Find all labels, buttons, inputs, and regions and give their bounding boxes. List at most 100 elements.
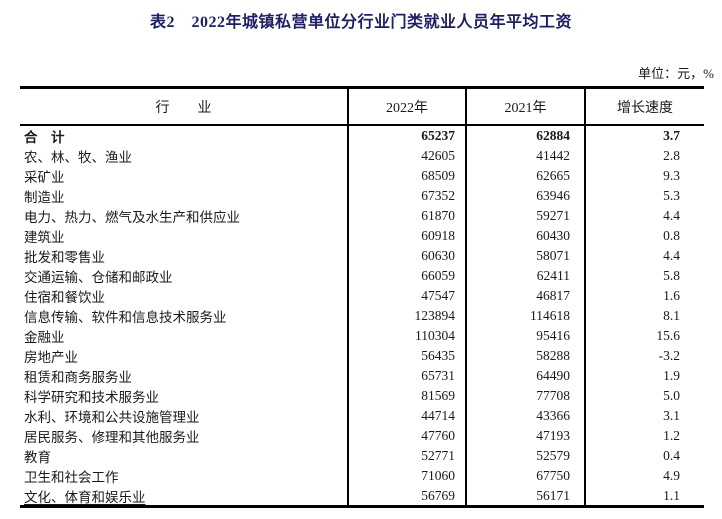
growth-cell-text: 5.8	[663, 268, 680, 283]
unit-note: 单位：元，%	[638, 66, 714, 81]
table-row: 文化、体育和娱乐业 56769 56171 1.1	[20, 486, 704, 506]
value-2021-cell: 52579	[465, 446, 584, 466]
growth-cell: 0.8	[584, 226, 704, 246]
table-row: 教育 52771 52579 0.4	[20, 446, 704, 466]
table-body: 合 计 65237 62884 3.7 农、林、牧、渔业 42605 41442 2.8 采矿业…	[20, 126, 704, 506]
value-2022-cell: 44714	[347, 406, 465, 426]
industry-cell-text: 居民服务、修理和其他服务业	[24, 430, 200, 445]
growth-cell: 1.6	[584, 286, 704, 306]
table-row: 批发和零售业 60630 58071 4.4	[20, 246, 704, 266]
growth-cell: 5.0	[584, 386, 704, 406]
table-row: 房地产业 56435 58288 -3.2	[20, 346, 704, 366]
value-2021-cell-text: 58288	[536, 348, 570, 363]
growth-cell-text: 4.4	[663, 208, 680, 223]
value-2022-cell-text: 68509	[421, 168, 455, 183]
industry-cell-text: 合 计	[24, 130, 65, 145]
industry-cell-text: 水利、环境和公共设施管理业	[24, 410, 200, 425]
growth-cell: 3.1	[584, 406, 704, 426]
table-row: 合 计 65237 62884 3.7	[20, 126, 704, 146]
header-industry: 行 业	[155, 100, 212, 116]
growth-cell: 5.8	[584, 266, 704, 286]
value-2022-cell-text: 110304	[415, 328, 455, 343]
value-2021-cell-text: 95416	[536, 328, 570, 343]
industry-cell: 科学研究和技术服务业	[20, 386, 347, 406]
industry-cell: 制造业	[20, 186, 347, 206]
header-2022: 2022年	[347, 89, 465, 124]
value-2022-cell-text: 67352	[421, 188, 455, 203]
industry-cell: 金融业	[20, 326, 347, 346]
industry-cell-text: 制造业	[24, 190, 65, 205]
industry-cell-text: 交通运输、仓储和邮政业	[24, 270, 173, 285]
value-2022-cell: 56769	[347, 486, 465, 506]
growth-cell: 4.9	[584, 466, 704, 486]
growth-cell: 0.4	[584, 446, 704, 466]
growth-cell-text: 15.6	[656, 328, 680, 343]
growth-cell-text: 0.8	[663, 228, 680, 243]
growth-cell: -3.2	[584, 346, 704, 366]
value-2021-cell: 58071	[465, 246, 584, 266]
value-2021-cell: 41442	[465, 146, 584, 166]
growth-cell-text: 1.1	[663, 488, 680, 503]
value-2021-cell: 77708	[465, 386, 584, 406]
table-row: 制造业 67352 63946 5.3	[20, 186, 704, 206]
industry-cell-text: 采矿业	[24, 170, 65, 185]
table-row: 金融业 110304 95416 15.6	[20, 326, 704, 346]
growth-cell-text: 8.1	[663, 308, 680, 323]
growth-cell: 2.8	[584, 146, 704, 166]
value-2022-cell-text: 65731	[421, 368, 455, 383]
industry-cell-text: 农、林、牧、渔业	[24, 150, 132, 165]
value-2022-cell: 67352	[347, 186, 465, 206]
industry-cell: 房地产业	[20, 346, 347, 366]
value-2022-cell-text: 56435	[421, 348, 455, 363]
industry-cell-text: 建筑业	[24, 230, 65, 245]
growth-cell-text: 0.4	[663, 448, 680, 463]
table-row: 建筑业 60918 60430 0.8	[20, 226, 704, 246]
industry-cell: 批发和零售业	[20, 246, 347, 266]
value-2022-cell: 52771	[347, 446, 465, 466]
growth-cell-text: 3.7	[663, 128, 680, 143]
industry-cell: 电力、热力、燃气及水生产和供应业	[20, 206, 347, 226]
industry-cell-text: 文化、体育和娱乐业	[24, 490, 146, 505]
value-2021-cell: 64490	[465, 366, 584, 386]
industry-cell-text: 信息传输、软件和信息技术服务业	[24, 310, 227, 325]
growth-cell-text: 1.6	[663, 288, 680, 303]
value-2021-cell: 95416	[465, 326, 584, 346]
value-2022-cell: 65731	[347, 366, 465, 386]
growth-cell: 15.6	[584, 326, 704, 346]
growth-cell: 4.4	[584, 206, 704, 226]
table-row: 科学研究和技术服务业 81569 77708 5.0	[20, 386, 704, 406]
header-2021: 2021年	[465, 89, 584, 124]
value-2021-cell: 43366	[465, 406, 584, 426]
value-2021-cell: 62411	[465, 266, 584, 286]
table-row: 信息传输、软件和信息技术服务业 123894 114618 8.1	[20, 306, 704, 326]
value-2022-cell: 68509	[347, 166, 465, 186]
industry-cell-text: 科学研究和技术服务业	[24, 390, 159, 405]
value-2022-cell: 47547	[347, 286, 465, 306]
growth-cell-text: 4.9	[663, 468, 680, 483]
growth-cell: 5.3	[584, 186, 704, 206]
growth-cell-text: 5.0	[663, 388, 680, 403]
table-row: 居民服务、修理和其他服务业 47760 47193 1.2	[20, 426, 704, 446]
industry-cell: 建筑业	[20, 226, 347, 246]
industry-cell: 合 计	[20, 126, 347, 146]
value-2022-cell: 60918	[347, 226, 465, 246]
industry-cell-text: 电力、热力、燃气及水生产和供应业	[24, 210, 240, 225]
value-2022-cell: 65237	[347, 126, 465, 146]
industry-cell-text: 金融业	[24, 330, 65, 345]
value-2021-cell: 67750	[465, 466, 584, 486]
value-2021-cell: 60430	[465, 226, 584, 246]
table-row: 采矿业 68509 62665 9.3	[20, 166, 704, 186]
value-2022-cell: 42605	[347, 146, 465, 166]
industry-cell: 采矿业	[20, 166, 347, 186]
value-2021-cell-text: 59271	[536, 208, 570, 223]
value-2021-cell-text: 64490	[536, 368, 570, 383]
value-2022-cell-text: 66059	[421, 268, 455, 283]
value-2022-cell-text: 81569	[421, 388, 455, 403]
wage-table: 行 业 2022年 2021年 增长速度 合 计 65237 62884 3.7 农、林…	[20, 86, 704, 508]
value-2022-cell: 56435	[347, 346, 465, 366]
growth-cell-text: 5.3	[663, 188, 680, 203]
growth-cell-text: 4.4	[663, 248, 680, 263]
industry-cell: 卫生和社会工作	[20, 466, 347, 486]
value-2021-cell-text: 63946	[536, 188, 570, 203]
value-2021-cell-text: 114618	[530, 308, 570, 323]
